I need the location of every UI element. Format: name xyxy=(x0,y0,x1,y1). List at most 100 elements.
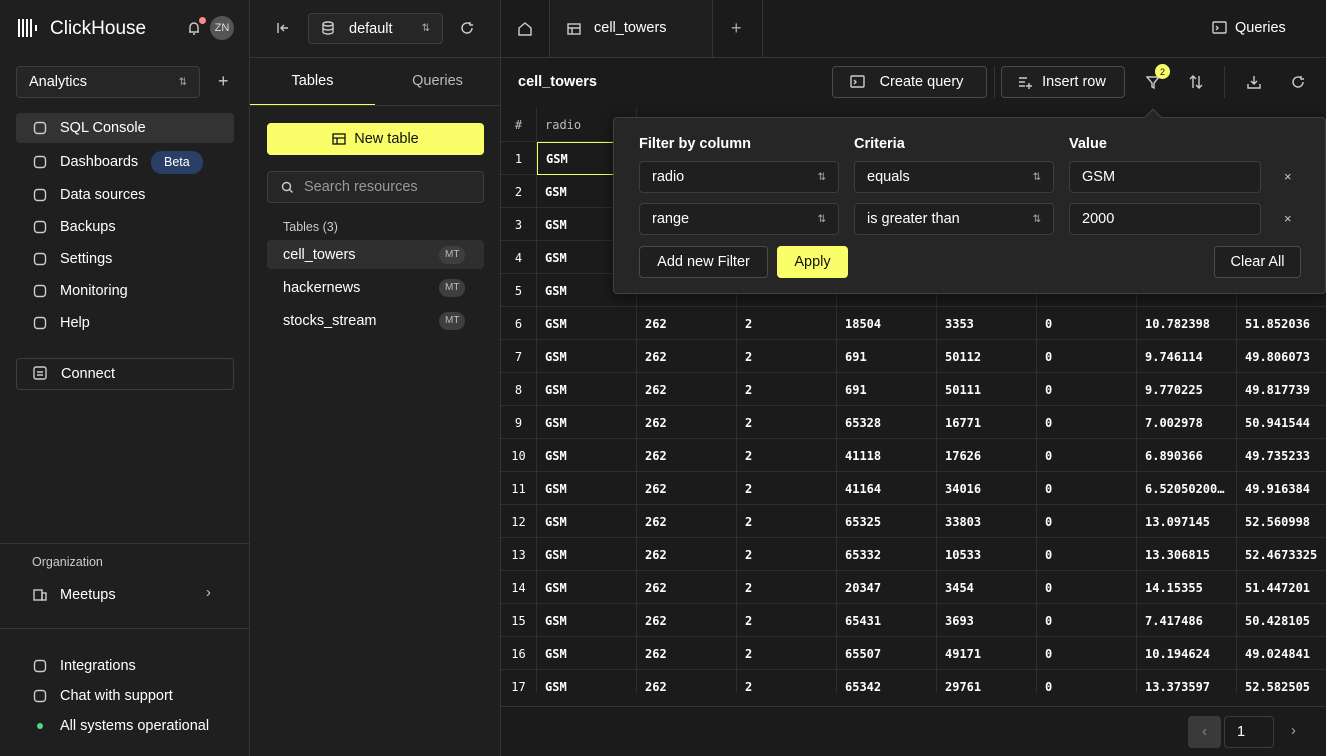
cell[interactable]: 262 xyxy=(637,637,737,670)
cell[interactable]: 2 xyxy=(737,373,837,406)
home[interactable] xyxy=(517,21,533,36)
new-table-button[interactable]: New table xyxy=(267,123,484,155)
cell[interactable]: 18504 xyxy=(837,307,937,340)
cell[interactable]: 0 xyxy=(1037,670,1137,692)
filter-select[interactable]: radio ⇅ xyxy=(639,161,839,193)
cell[interactable]: 262 xyxy=(637,373,737,406)
cell[interactable]: 9.746114 xyxy=(1137,340,1237,373)
cell[interactable]: 29761 xyxy=(937,670,1037,692)
add-service[interactable]: + xyxy=(218,71,229,91)
cell[interactable]: 0 xyxy=(1037,373,1137,406)
cell[interactable]: 0 xyxy=(1037,637,1137,670)
cell[interactable]: 50112 xyxy=(937,340,1037,373)
cell[interactable]: 9.770225 xyxy=(1137,373,1237,406)
cell[interactable]: 6.52050200… xyxy=(1137,472,1237,505)
cell[interactable]: GSM xyxy=(537,406,637,439)
cell[interactable]: 2 xyxy=(737,604,837,637)
cell[interactable]: GSM xyxy=(537,373,637,406)
cell[interactable]: 262 xyxy=(637,406,737,439)
download-icon[interactable] xyxy=(1247,75,1261,89)
nav-item[interactable]: Backups xyxy=(60,219,116,235)
cell[interactable]: 7.002978 xyxy=(1137,406,1237,439)
cell[interactable]: 3693 xyxy=(937,604,1037,637)
service-select[interactable]: Analytics ⇅ xyxy=(16,66,200,98)
cell[interactable]: 34016 xyxy=(937,472,1037,505)
nav-item[interactable]: Data sources xyxy=(60,187,146,203)
cell[interactable]: 65342 xyxy=(837,670,937,692)
cell[interactable]: 0 xyxy=(1037,439,1137,472)
cell[interactable]: 10.194624 xyxy=(1137,637,1237,670)
cell[interactable]: 262 xyxy=(637,604,737,637)
cell[interactable]: 50.941544 xyxy=(1237,406,1326,439)
cell[interactable]: GSM xyxy=(537,571,637,604)
cell[interactable]: 262 xyxy=(637,571,737,604)
queries-link[interactable]: Queries xyxy=(1235,20,1286,36)
cell[interactable]: GSM xyxy=(537,439,637,472)
nav-item[interactable]: Settings xyxy=(60,251,113,267)
table-name[interactable]: cell_towers xyxy=(283,247,356,263)
avatar[interactable]: ZN xyxy=(210,16,234,40)
cell[interactable]: 2 xyxy=(737,340,837,373)
cell[interactable]: 0 xyxy=(1037,307,1137,340)
connect-button[interactable]: Connect xyxy=(16,358,234,390)
cell[interactable]: 2 xyxy=(737,307,837,340)
org[interactable]: Meetups xyxy=(60,587,116,603)
nav-item[interactable]: Dashboards xyxy=(60,154,139,170)
cell[interactable]: 262 xyxy=(637,439,737,472)
cell[interactable]: 49.806073 xyxy=(1237,340,1326,373)
apply-button[interactable]: Apply xyxy=(777,246,848,278)
cell[interactable]: 65328 xyxy=(837,406,937,439)
cell[interactable]: 2 xyxy=(737,571,837,604)
cell[interactable]: GSM xyxy=(537,670,637,692)
cell[interactable]: 49.817739 xyxy=(1237,373,1326,406)
cell[interactable]: GSM xyxy=(537,307,637,340)
cell[interactable]: 3353 xyxy=(937,307,1037,340)
nav-item[interactable]: SQL Console xyxy=(60,120,146,136)
cell[interactable]: 65507 xyxy=(837,637,937,670)
cell[interactable]: 262 xyxy=(637,538,737,571)
cell[interactable]: 51.852036 xyxy=(1237,307,1326,340)
cell[interactable]: 14.15355 xyxy=(1137,571,1237,604)
cell[interactable]: GSM xyxy=(537,604,637,637)
table-name[interactable]: hackernews xyxy=(283,280,361,296)
remove-filter[interactable]: × xyxy=(1284,169,1292,184)
cell[interactable]: 2 xyxy=(737,670,837,692)
cell[interactable]: 17626 xyxy=(937,439,1037,472)
cell[interactable]: 2 xyxy=(737,538,837,571)
cell[interactable]: 65332 xyxy=(837,538,937,571)
tab-tables[interactable]: Tables xyxy=(291,73,334,89)
cell[interactable]: GSM xyxy=(537,340,637,373)
cell[interactable]: 2 xyxy=(737,637,837,670)
cell[interactable]: 41118 xyxy=(837,439,937,472)
cell[interactable]: 0 xyxy=(1037,571,1137,604)
tab-queries[interactable]: Queries xyxy=(412,73,463,89)
cell[interactable]: 2 xyxy=(737,439,837,472)
cell[interactable]: 52.560998 xyxy=(1237,505,1326,538)
cell[interactable]: 33803 xyxy=(937,505,1037,538)
insert-row-button[interactable]: Insert row xyxy=(1001,66,1125,98)
filter-select[interactable]: is greater than ⇅ xyxy=(854,203,1054,235)
page-input[interactable]: 1 xyxy=(1224,716,1274,748)
cell[interactable]: 262 xyxy=(637,670,737,692)
cell[interactable]: GSM xyxy=(537,538,637,571)
filter-input[interactable]: 2000 xyxy=(1069,203,1261,235)
cell[interactable]: 50111 xyxy=(937,373,1037,406)
prev-page[interactable]: ‹ xyxy=(1188,716,1221,748)
cell[interactable]: 49171 xyxy=(937,637,1037,670)
cell[interactable]: 13.373597 xyxy=(1137,670,1237,692)
filter-select[interactable]: range ⇅ xyxy=(639,203,839,235)
cell[interactable]: 2 xyxy=(737,472,837,505)
cell[interactable]: 262 xyxy=(637,472,737,505)
refresh[interactable] xyxy=(460,21,474,35)
cell[interactable]: 2 xyxy=(737,505,837,538)
cell[interactable]: 49.024841 xyxy=(1237,637,1326,670)
cell[interactable]: 262 xyxy=(637,505,737,538)
cell[interactable]: 3454 xyxy=(937,571,1037,604)
table-name[interactable]: stocks_stream xyxy=(283,313,377,329)
nav-item[interactable]: Help xyxy=(60,315,90,331)
cell[interactable]: 0 xyxy=(1037,505,1137,538)
cell[interactable]: 0 xyxy=(1037,538,1137,571)
cell[interactable]: GSM xyxy=(537,637,637,670)
cell[interactable]: 0 xyxy=(1037,340,1137,373)
next-page[interactable]: › xyxy=(1291,723,1296,739)
